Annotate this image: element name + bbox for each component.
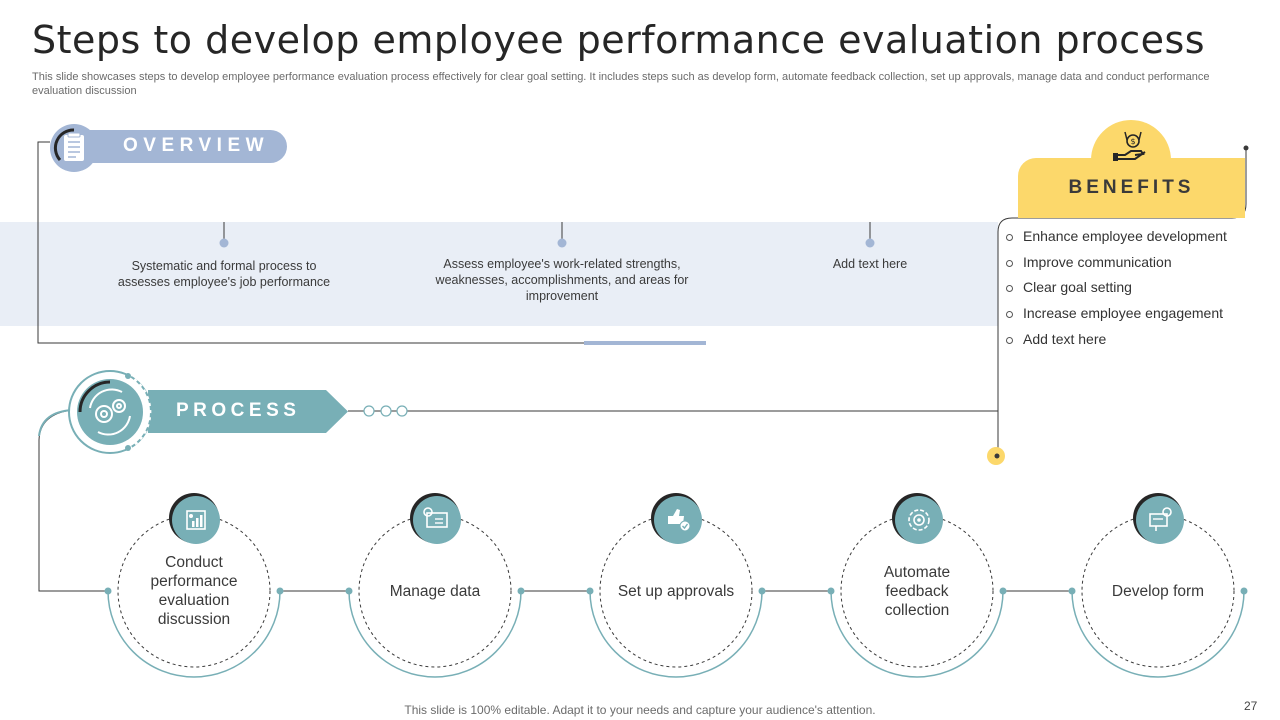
page-subtitle: This slide showcases steps to develop em… bbox=[32, 71, 1210, 97]
process-banner bbox=[148, 390, 348, 433]
benefit-item: Improve communication bbox=[1006, 253, 1227, 279]
footer-note: This slide is 100% editable. Adapt it to… bbox=[404, 703, 876, 717]
process-icon-circle bbox=[68, 370, 152, 454]
hand-money-icon: $ bbox=[1113, 131, 1146, 161]
data-settings-icon bbox=[423, 507, 448, 528]
svg-text:$: $ bbox=[1130, 137, 1135, 146]
overview-item-1: Systematic and formal process to assesse… bbox=[117, 259, 331, 289]
benefit-item: Enhance employee development bbox=[1006, 227, 1227, 253]
benefits-list: Enhance employee development Improve com… bbox=[1006, 227, 1227, 355]
report-chart-icon bbox=[186, 510, 206, 530]
process-step-label: Manage data bbox=[389, 582, 481, 600]
overview-item-2: Assess employee's work-related strengths… bbox=[435, 257, 689, 303]
process-heading: PROCESS bbox=[176, 400, 301, 421]
process-step-circle bbox=[586, 493, 766, 678]
benefits-heading: BENEFITS bbox=[1068, 177, 1195, 198]
process-step-circle bbox=[827, 493, 1007, 678]
document-icon bbox=[53, 128, 84, 161]
overview-band bbox=[0, 222, 998, 326]
form-presentation-icon bbox=[1149, 507, 1172, 531]
process-step-label: Set up approvals bbox=[617, 582, 735, 600]
process-step-label: Automate feedback collection bbox=[883, 563, 951, 619]
process-step-label: Develop form bbox=[1111, 582, 1205, 600]
gear-cycle-icon bbox=[908, 509, 930, 531]
benefit-item: Clear goal setting bbox=[1006, 278, 1227, 304]
process-step-circle bbox=[104, 493, 284, 678]
benefits-icon-circle: $ bbox=[1091, 120, 1171, 200]
gears-icon bbox=[89, 388, 131, 436]
page-title: Steps to develop employee performance ev… bbox=[32, 18, 1206, 62]
overview-item-3: Add text here bbox=[832, 257, 908, 271]
benefit-item: Add text here bbox=[1006, 330, 1227, 356]
overview-icon-circle bbox=[50, 124, 98, 172]
thumbs-up-check-icon bbox=[668, 509, 691, 532]
benefit-item: Increase employee engagement bbox=[1006, 304, 1227, 330]
process-step-label: Conduct performance evaluation discussio… bbox=[150, 554, 238, 628]
page-number: 27 bbox=[1244, 699, 1258, 713]
overview-heading: OVERVIEW bbox=[123, 135, 270, 156]
process-step-circle bbox=[1068, 493, 1248, 678]
process-step-circle bbox=[345, 493, 525, 678]
